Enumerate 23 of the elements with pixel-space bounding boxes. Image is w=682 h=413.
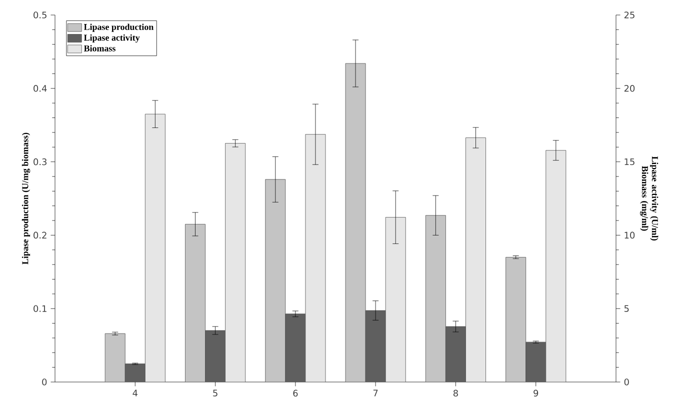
y-tick-label: 0.4 xyxy=(34,85,47,92)
x-tick-label: 5 xyxy=(213,390,218,396)
y2-tick-label: 20 xyxy=(624,85,635,92)
y-tick-label: 0 xyxy=(42,378,47,386)
y2-tick-label: 15 xyxy=(624,158,634,166)
y2-tick-label: 10 xyxy=(624,232,635,239)
y-tick-label: 0.2 xyxy=(34,232,46,239)
x-tick-label: 6 xyxy=(293,390,298,397)
x-tick-label: 4 xyxy=(132,390,138,396)
x-tick-label: 7 xyxy=(373,390,378,396)
legend-label: Lipase production xyxy=(84,24,154,32)
x-tick-label: 9 xyxy=(534,390,538,397)
y-tick-label: 0.5 xyxy=(34,12,46,18)
y2-tick-label: 25 xyxy=(624,12,634,18)
y2-tick-label: 5 xyxy=(624,305,629,312)
x-tick-label: 8 xyxy=(453,390,458,397)
y2-tick-label: 0 xyxy=(624,378,629,386)
y-axis-title: Lipase production (U/mg biomass) xyxy=(22,132,30,264)
legend-label: Biomass xyxy=(84,45,116,52)
y2-axis-title: Lipase activity (U/ml) Biomass (mg/ml) xyxy=(640,156,658,240)
y-tick-label: 0.3 xyxy=(34,158,47,166)
y-tick-label: 0.1 xyxy=(34,305,46,312)
legend-label: Lipase activity xyxy=(84,34,140,43)
